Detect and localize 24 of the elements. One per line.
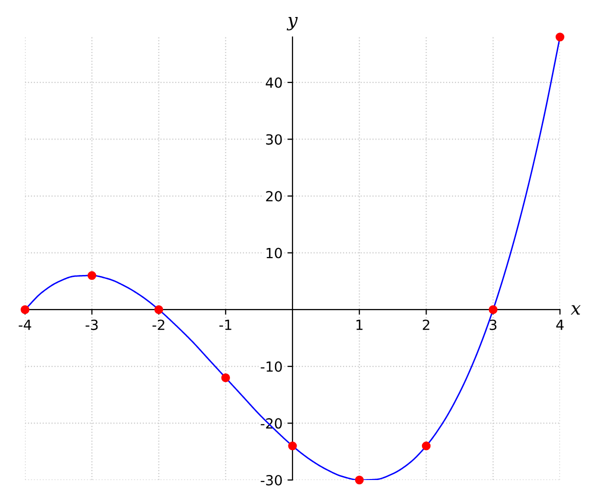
point — [422, 442, 431, 450]
x-tick-label: 2 — [422, 320, 430, 330]
point — [288, 442, 297, 450]
x-tick-label: -4 — [18, 320, 32, 330]
point — [488, 305, 498, 314]
point — [88, 271, 96, 280]
x-axis-title: x — [570, 305, 581, 315]
x-tick-label: -2 — [152, 320, 164, 330]
point — [355, 476, 364, 484]
y-tick-label: 40 — [266, 77, 282, 88]
x-tick-label: -3 — [86, 320, 98, 330]
y-tick-label: -30 — [260, 474, 282, 486]
y-tick-label: 10 — [266, 248, 282, 258]
y-tick-label: 20 — [266, 190, 282, 202]
y-tick-label: 30 — [266, 134, 282, 145]
x-tick-label: 3 — [490, 320, 496, 330]
point — [154, 305, 164, 314]
y-axis-title: y — [286, 16, 298, 30]
x-tick-label: 1 — [356, 320, 363, 330]
x-tick-label: -1 — [219, 320, 232, 330]
y-tick-label: -10 — [260, 361, 282, 372]
point — [221, 373, 230, 382]
x-tick-label: 4 — [556, 320, 564, 330]
point — [556, 32, 564, 42]
